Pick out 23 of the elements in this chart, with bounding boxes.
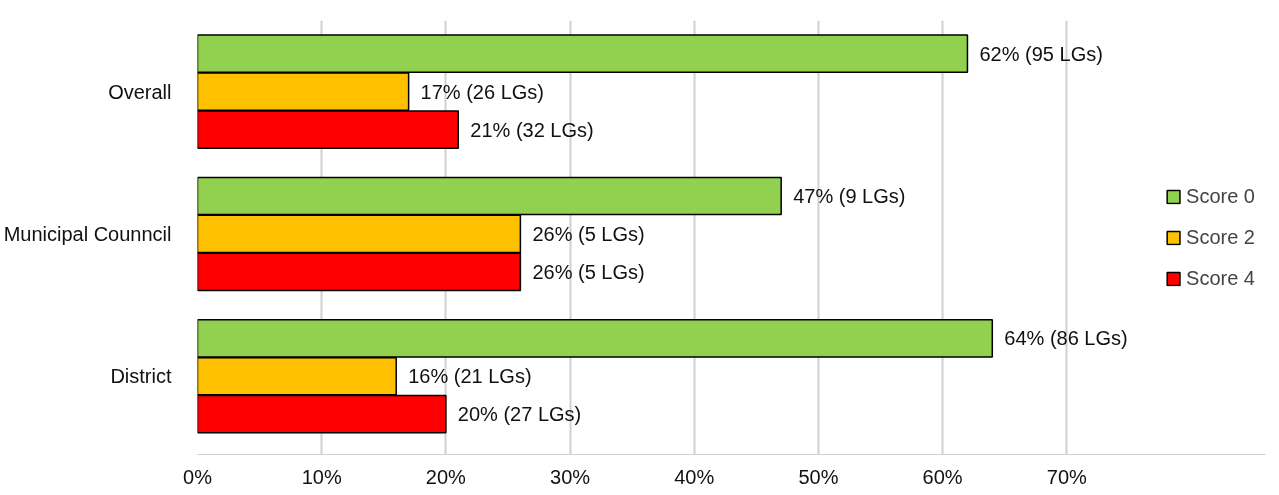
legend-label: Score 0 <box>1186 184 1255 208</box>
data-label: 21% (32 LGs) <box>470 118 594 141</box>
x-tick-label: 60% <box>922 465 963 488</box>
x-tick-label: 40% <box>674 465 715 488</box>
y-tick-label: Municipal Counncil <box>3 222 172 245</box>
data-label: 20% (27 LGs) <box>457 403 582 426</box>
x-tick-label: 0% <box>183 465 213 488</box>
data-label: 47% (9 LGs) <box>793 185 906 207</box>
x-tick-label: 70% <box>1046 465 1088 488</box>
data-label: 64% (86 LGs) <box>1004 327 1128 350</box>
x-tick-label: 50% <box>798 465 839 488</box>
x-tick-label: 20% <box>425 465 467 488</box>
x-tick-label: 30% <box>550 465 591 488</box>
x-tick-label: 10% <box>301 465 342 488</box>
data-label: 62% (95 LGs) <box>979 42 1103 65</box>
data-label: 17% (26 LGs) <box>420 80 545 103</box>
legend-label: Score 2 <box>1186 225 1255 249</box>
data-label: 16% (21 LGs) <box>408 365 532 388</box>
legend-label: Score 4 <box>1186 266 1255 290</box>
data-label: 26% (5 LGs) <box>532 222 645 245</box>
data-label: 26% (5 LGs) <box>532 260 645 283</box>
y-tick-label: District <box>110 365 172 388</box>
y-tick-label: Overall <box>108 80 172 103</box>
